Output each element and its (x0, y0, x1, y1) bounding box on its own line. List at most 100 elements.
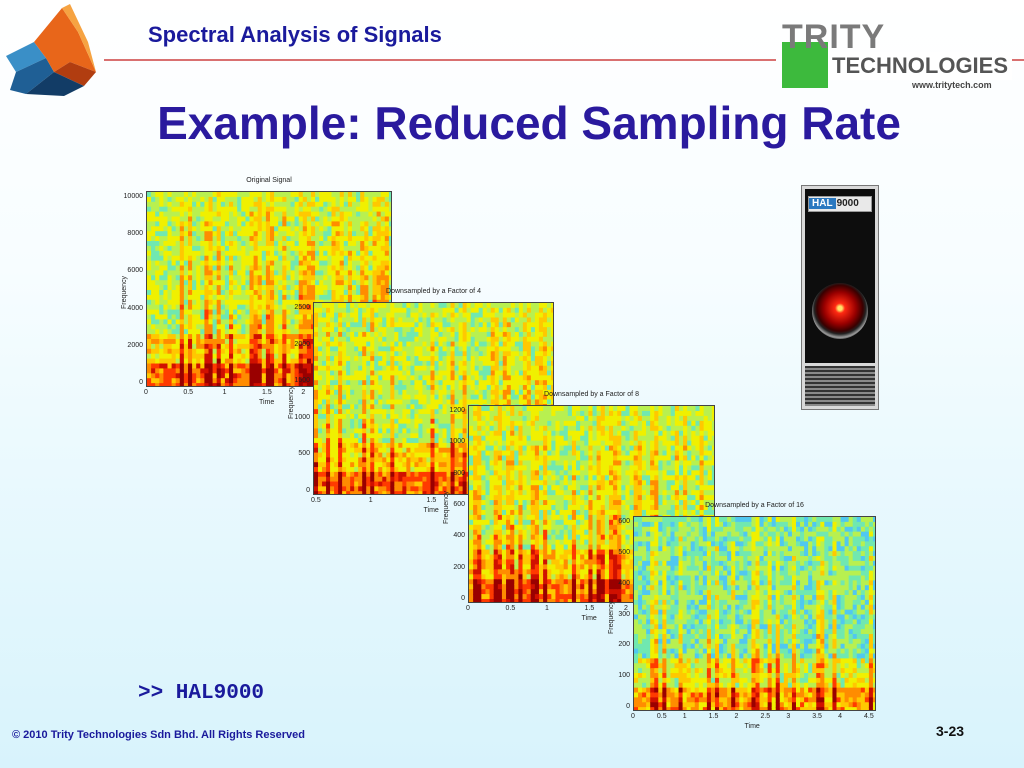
heatmap-cell (318, 307, 323, 314)
heatmap-cell (477, 544, 482, 551)
heatmap-cell (245, 255, 251, 262)
heatmap-cell (384, 206, 390, 213)
heatmap-cell (350, 370, 355, 376)
heatmap-cell (394, 346, 399, 352)
heatmap-cell (350, 303, 355, 309)
heatmap-cell (550, 389, 553, 396)
heatmap-cell (208, 368, 214, 374)
heatmap-cell (318, 356, 323, 362)
heatmap-cell (394, 356, 399, 362)
heatmap-cell (179, 309, 185, 316)
heatmap-cell (458, 351, 464, 357)
heatmap-cell (382, 462, 387, 468)
heatmap-cell (306, 226, 312, 232)
heatmap-cell (426, 418, 432, 425)
heatmap-cell (422, 360, 428, 367)
heatmap-cell (434, 467, 440, 473)
heatmap-cell (315, 192, 320, 198)
heatmap-cell (368, 265, 374, 271)
heatmap-cell (530, 399, 536, 405)
heatmap-cell (378, 409, 383, 415)
heatmap-cell (334, 336, 339, 343)
heatmap-cell (347, 226, 353, 232)
heatmap-cell (352, 236, 357, 242)
heatmap-cell (302, 304, 308, 311)
heatmap-cell (306, 250, 312, 257)
heatmap-cell (192, 231, 197, 237)
heatmap-cell (362, 428, 367, 434)
heatmap-cell (306, 221, 312, 227)
heatmap-cell (334, 327, 339, 333)
heatmap-cell (350, 307, 355, 314)
heatmap-cell (314, 423, 319, 430)
heatmap-cell (410, 476, 416, 483)
heatmap-cell (474, 331, 480, 338)
heatmap-cell (506, 351, 512, 357)
heatmap-cell (410, 375, 416, 381)
heatmap-cell (147, 348, 152, 355)
heatmap-cell (498, 375, 504, 381)
heatmap-cell (386, 312, 391, 319)
heatmap-cell (298, 304, 304, 311)
heatmap-cell (311, 275, 316, 281)
heatmap-cell (386, 438, 391, 444)
heatmap-cell (462, 486, 468, 492)
heatmap-cell (314, 433, 319, 439)
heatmap-cell (331, 192, 337, 198)
heatmap-cell (314, 462, 319, 468)
heatmap-cell (343, 226, 349, 232)
heatmap-cell (366, 303, 371, 309)
heatmap-cell (430, 365, 436, 372)
heatmap-cell (224, 216, 230, 222)
heatmap-cell (319, 206, 324, 213)
heatmap-cell (366, 331, 371, 338)
heatmap-cell (364, 290, 369, 296)
heatmap-cell (530, 322, 536, 328)
heatmap-cell (155, 314, 160, 320)
heatmap-cell (270, 236, 275, 242)
heatmap-cell (442, 433, 448, 439)
heatmap-cell (372, 201, 378, 208)
heatmap-cell (229, 226, 234, 232)
heatmap-cell (366, 370, 371, 376)
heatmap-cell (358, 317, 363, 323)
heatmap-cell (318, 327, 323, 333)
heatmap-cell (354, 491, 359, 494)
heatmap-cell (274, 196, 279, 203)
heatmap-cell (334, 476, 339, 483)
heatmap-cell (538, 322, 544, 328)
heatmap-cell (422, 433, 428, 439)
heatmap-cell (422, 336, 428, 343)
heatmap-cell (175, 383, 181, 386)
heatmap-cell (224, 339, 230, 345)
heatmap-cell (319, 294, 324, 301)
heatmap-cell (378, 452, 383, 458)
heatmap-cell (442, 346, 448, 352)
heatmap-cell (224, 309, 230, 316)
heatmap-cell (298, 378, 304, 384)
heatmap-cell (338, 471, 343, 478)
heatmap-cell (196, 309, 201, 316)
heatmap-cell (163, 368, 169, 374)
heatmap-cell (422, 331, 428, 338)
heatmap-cell (196, 226, 201, 232)
heatmap-cell (286, 245, 292, 252)
heatmap-cell (257, 348, 263, 355)
heatmap-cell (470, 346, 476, 352)
heatmap-cell (382, 491, 387, 494)
heatmap-cell (327, 211, 333, 218)
heatmap-cell (208, 221, 214, 227)
heatmap-cell (414, 303, 420, 309)
heatmap-cell (438, 476, 444, 483)
heatmap-cell (314, 428, 319, 434)
heatmap-cell (270, 358, 275, 365)
heatmap-cell (282, 304, 287, 311)
heatmap-cell (418, 385, 424, 391)
heatmap-cell (286, 290, 292, 296)
heatmap-cell (233, 275, 238, 281)
heatmap-cell (212, 275, 218, 281)
heatmap-cell (530, 365, 536, 372)
hal-speaker-grille (805, 366, 875, 406)
heatmap-cell (481, 529, 487, 536)
heatmap-cell (179, 250, 185, 257)
